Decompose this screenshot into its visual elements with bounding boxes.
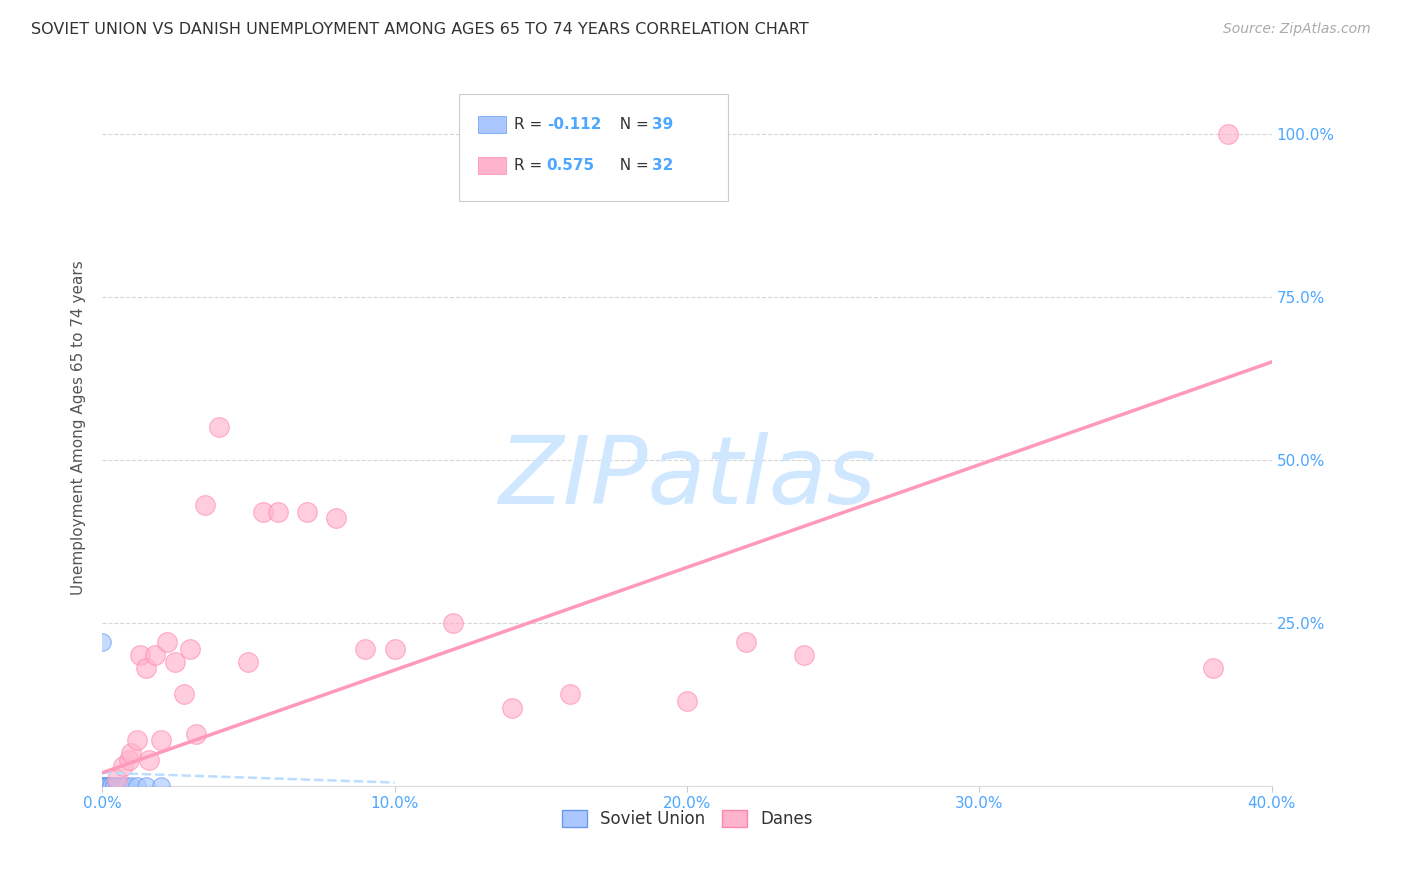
Point	[100, 779, 122, 793]
Point	[91, 779, 114, 793]
FancyBboxPatch shape	[478, 116, 506, 133]
Point	[558, 688, 581, 702]
Point	[111, 759, 134, 773]
Point	[354, 641, 377, 656]
Point	[793, 648, 815, 663]
Point	[94, 779, 117, 793]
Text: ZIPatlas: ZIPatlas	[498, 432, 876, 523]
Point	[103, 779, 125, 793]
Point	[108, 779, 131, 793]
Point	[127, 733, 149, 747]
Text: N =: N =	[610, 117, 654, 132]
Point	[100, 779, 122, 793]
Text: R =: R =	[515, 158, 547, 173]
Text: SOVIET UNION VS DANISH UNEMPLOYMENT AMONG AGES 65 TO 74 YEARS CORRELATION CHART: SOVIET UNION VS DANISH UNEMPLOYMENT AMON…	[31, 22, 808, 37]
Point	[91, 779, 114, 793]
Point	[91, 779, 114, 793]
Text: 32: 32	[652, 158, 673, 173]
Point	[143, 648, 166, 663]
Text: -0.112: -0.112	[547, 117, 602, 132]
Point	[94, 779, 117, 793]
Point	[149, 733, 172, 747]
Point	[97, 779, 120, 793]
Point	[295, 505, 318, 519]
Point	[91, 779, 114, 793]
Point	[179, 641, 201, 656]
Point	[208, 420, 231, 434]
Point	[91, 779, 114, 793]
Point	[165, 655, 187, 669]
Text: Source: ZipAtlas.com: Source: ZipAtlas.com	[1223, 22, 1371, 37]
Point	[91, 779, 114, 793]
Point	[135, 661, 157, 675]
Legend: Soviet Union, Danes: Soviet Union, Danes	[555, 804, 820, 835]
Point	[94, 779, 117, 793]
Point	[155, 635, 177, 649]
Point	[325, 511, 347, 525]
Text: 39: 39	[652, 117, 673, 132]
Point	[91, 779, 114, 793]
Point	[91, 779, 114, 793]
Point	[91, 779, 114, 793]
Point	[94, 779, 117, 793]
Point	[91, 779, 114, 793]
Point	[91, 779, 114, 793]
Point	[117, 753, 139, 767]
Point	[97, 779, 120, 793]
Point	[91, 779, 114, 793]
FancyBboxPatch shape	[478, 157, 506, 174]
Point	[129, 648, 152, 663]
Point	[138, 753, 160, 767]
Point	[114, 779, 136, 793]
Point	[173, 688, 195, 702]
Point	[91, 779, 114, 793]
Point	[135, 779, 157, 793]
Point	[1216, 127, 1239, 141]
Y-axis label: Unemployment Among Ages 65 to 74 years: Unemployment Among Ages 65 to 74 years	[72, 260, 86, 595]
Point	[91, 635, 114, 649]
Point	[238, 655, 260, 669]
Point	[91, 779, 114, 793]
Point	[97, 779, 120, 793]
Point	[91, 779, 114, 793]
Point	[441, 615, 464, 630]
Point	[91, 779, 114, 793]
Point	[252, 505, 274, 519]
Point	[120, 746, 142, 760]
Point	[266, 505, 288, 519]
Point	[105, 779, 128, 793]
Point	[105, 772, 128, 787]
Point	[127, 779, 149, 793]
Point	[111, 779, 134, 793]
Point	[91, 779, 114, 793]
Point	[149, 779, 172, 793]
Point	[384, 641, 406, 656]
Point	[120, 779, 142, 793]
Point	[193, 499, 215, 513]
Point	[734, 635, 756, 649]
Point	[91, 779, 114, 793]
Point	[1202, 661, 1225, 675]
Point	[103, 779, 125, 793]
Point	[91, 779, 114, 793]
Point	[501, 700, 523, 714]
Text: N =: N =	[610, 158, 654, 173]
Point	[676, 694, 699, 708]
FancyBboxPatch shape	[458, 94, 728, 202]
Text: R =: R =	[515, 117, 547, 132]
Text: 0.575: 0.575	[547, 158, 595, 173]
Point	[184, 726, 207, 740]
